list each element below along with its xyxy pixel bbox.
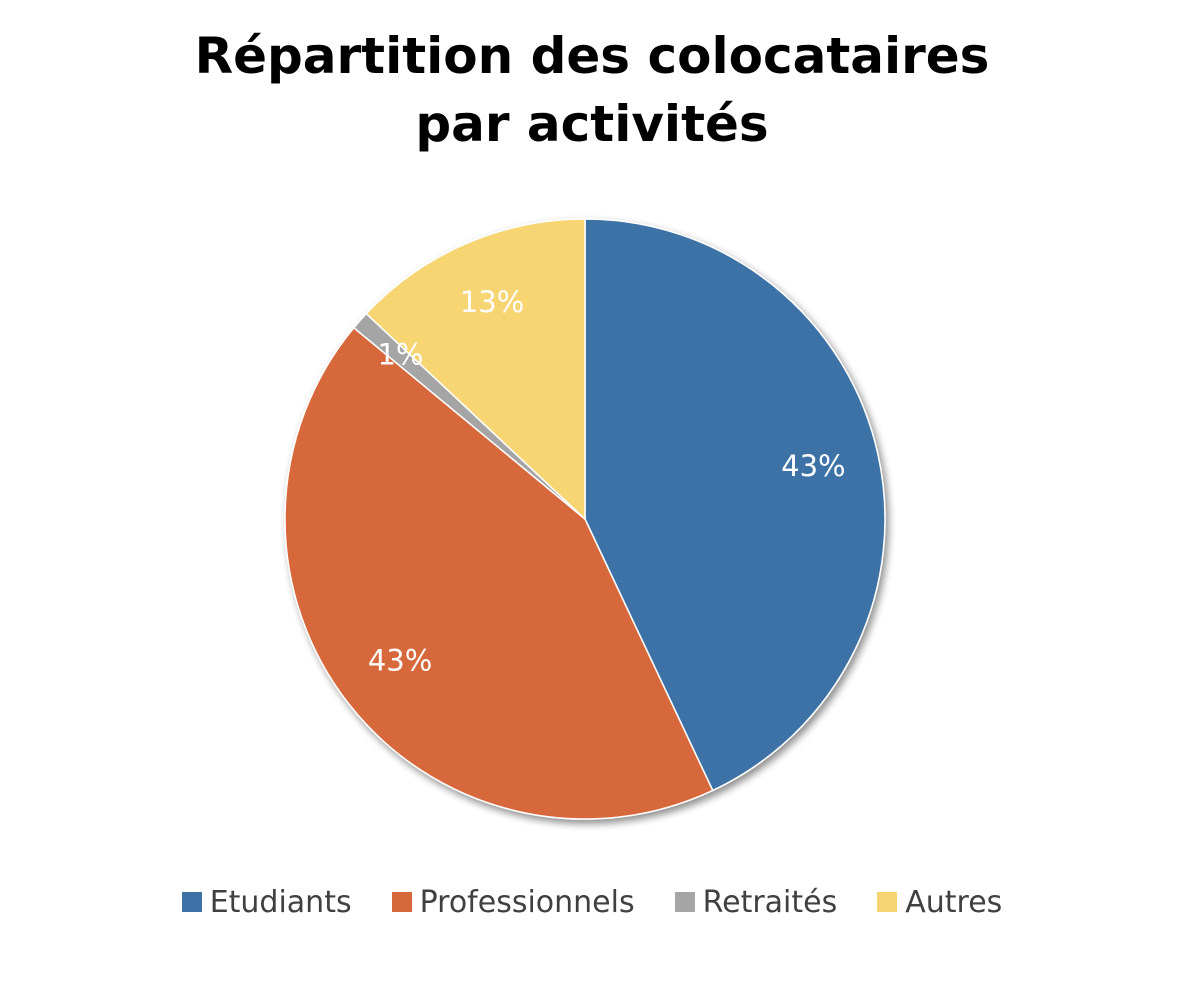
legend-swatch-etudiants [181, 892, 202, 912]
legend-item-etudiants: Etudiants [181, 884, 352, 920]
legend-item-autres: Autres [877, 885, 1002, 920]
legend-label-professionnels: Professionnels [419, 884, 635, 920]
legend-label-autres: Autres [905, 884, 1003, 920]
legend-swatch-retraites [674, 892, 695, 912]
legend-label-retraites: Retraités [702, 884, 838, 920]
legend-swatch-professionnels [391, 892, 412, 912]
chart-title-line-2: par activités [415, 95, 769, 153]
data-label-autres: 13% [460, 285, 524, 319]
legend-item-retraites: Retraités [674, 884, 838, 920]
chart-title: Répartition des colocataires par activit… [0, 22, 1184, 158]
pie-slice-autres [365, 218, 586, 521]
legend-swatch-autres [877, 892, 898, 912]
pie-slice-professionnels [284, 326, 714, 820]
pie-slices [284, 218, 886, 820]
data-label-retraites: 1% [377, 337, 423, 371]
data-label-professionnels: 43% [368, 643, 432, 677]
pie-labels: 43% 43% 1% 13% [368, 285, 846, 677]
legend-item-professionnels: Professionnels [391, 884, 635, 920]
pie-slice-etudiants [584, 218, 886, 792]
legend-label-etudiants: Etudiants [209, 884, 352, 920]
legend: Etudiants Professionnels Retraités Autre… [0, 880, 1184, 924]
data-label-etudiants: 43% [781, 449, 845, 483]
chart-title-line-1: Répartition des colocataires [194, 27, 990, 85]
